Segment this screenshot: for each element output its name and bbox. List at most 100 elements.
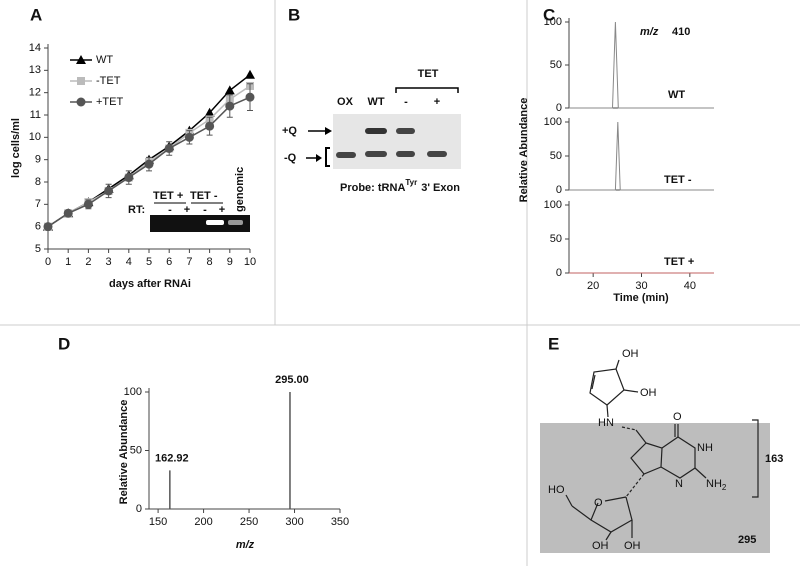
point xyxy=(245,92,255,102)
series-line xyxy=(569,121,714,191)
series-line xyxy=(569,21,714,109)
y-tick-label: 8 xyxy=(35,176,41,188)
band-label: -Q xyxy=(284,152,297,164)
probe-end: 3' Exon xyxy=(421,182,460,194)
fragment-label: 163 xyxy=(765,453,783,465)
atom: O xyxy=(673,411,682,423)
legend-marker xyxy=(76,97,86,107)
inset-lane: - xyxy=(203,204,207,216)
x-axis-label: Time (min) xyxy=(613,292,669,304)
amine: NH xyxy=(706,478,722,490)
lane-label: + xyxy=(434,96,440,108)
panel-label: E xyxy=(548,334,559,353)
point xyxy=(104,186,114,196)
x-tick-label: 10 xyxy=(244,256,256,268)
x-axis-label: m/z xyxy=(236,539,255,551)
x-tick-label: 2 xyxy=(85,256,91,268)
y-tick-label: 6 xyxy=(35,221,41,233)
fragment-box xyxy=(540,423,770,553)
y-tick-label: 9 xyxy=(35,154,41,166)
bonds xyxy=(565,359,759,541)
peak-label: 295.00 xyxy=(275,374,309,386)
y-tick-label: 100 xyxy=(124,386,142,398)
inset-band xyxy=(206,220,224,225)
atom: NH xyxy=(697,442,713,454)
y-tick-label: 0 xyxy=(136,503,142,515)
inset-group: TET - xyxy=(190,190,218,202)
legend-label: +TET xyxy=(96,96,123,108)
point xyxy=(63,208,73,218)
x-tick-label: 350 xyxy=(331,516,349,528)
peak-label: 162.92 xyxy=(155,452,189,464)
x-tick-label: 1 xyxy=(65,256,71,268)
inset-genomic: genomic xyxy=(234,167,246,212)
band xyxy=(365,151,387,157)
title-italic: m/z xyxy=(640,26,659,38)
bracket xyxy=(325,147,330,167)
x-tick-label: 8 xyxy=(207,256,213,268)
point xyxy=(164,144,174,153)
y-tick-label: 50 xyxy=(550,233,562,245)
x-tick-label: 200 xyxy=(194,516,212,528)
point xyxy=(124,173,134,183)
x-tick-label: 30 xyxy=(635,280,647,292)
band xyxy=(336,152,356,158)
gel xyxy=(333,114,461,169)
atom: OH xyxy=(592,540,609,552)
point xyxy=(204,107,215,117)
point xyxy=(184,132,194,142)
legend-marker xyxy=(76,55,86,64)
y-tick-label: 12 xyxy=(29,87,41,99)
legend-label: -TET xyxy=(96,75,121,87)
probe-label: Probe: tRNATyr 3' Exon xyxy=(340,178,460,194)
inset-gel xyxy=(150,215,250,232)
x-tick-label: 250 xyxy=(240,516,258,528)
inset-group: TET + xyxy=(153,190,183,202)
y-tick-label: 100 xyxy=(544,16,562,28)
point xyxy=(245,69,255,79)
point xyxy=(144,159,154,169)
probe-superscript: Tyr xyxy=(405,178,417,187)
series-label: TET - xyxy=(664,174,692,186)
point xyxy=(224,85,235,95)
atom: HN xyxy=(598,417,614,429)
atom: NH2 xyxy=(706,478,727,492)
atom: HO xyxy=(548,484,565,496)
mass-label: 295 xyxy=(738,534,756,546)
arrow-head xyxy=(325,127,332,135)
point xyxy=(83,199,93,209)
x-tick-label: 4 xyxy=(126,256,132,268)
y-tick-label: 50 xyxy=(550,59,562,71)
y-tick-label: 10 xyxy=(29,131,41,143)
band xyxy=(396,128,415,134)
lane-label: WT xyxy=(367,96,384,108)
x-tick-label: 5 xyxy=(146,256,152,268)
y-tick-label: 0 xyxy=(556,267,562,279)
panel-label: A xyxy=(30,5,42,24)
panel-label: D xyxy=(58,334,70,353)
atom: N xyxy=(675,478,683,490)
x-tick-label: 0 xyxy=(45,256,51,268)
band xyxy=(396,151,415,157)
x-tick-label: 3 xyxy=(106,256,112,268)
band xyxy=(365,128,387,134)
y-tick-label: 50 xyxy=(550,150,562,162)
point xyxy=(205,121,215,131)
inset-band xyxy=(228,220,243,225)
point xyxy=(225,101,235,111)
inset-lane: - xyxy=(168,204,172,216)
y-tick-label: 0 xyxy=(556,184,562,196)
x-tick-label: 9 xyxy=(227,256,233,268)
lane-label: - xyxy=(404,96,408,108)
point xyxy=(43,222,53,232)
x-tick-label: 300 xyxy=(285,516,303,528)
probe-text: Probe: tRNA xyxy=(340,182,405,194)
y-tick-label: 50 xyxy=(130,444,142,456)
amine-subscript: 2 xyxy=(722,483,727,492)
y-axis-label: Relative Abundance xyxy=(118,400,130,505)
y-tick-label: 7 xyxy=(35,198,41,210)
panel-label: B xyxy=(288,5,300,24)
y-tick-label: 13 xyxy=(29,64,41,76)
